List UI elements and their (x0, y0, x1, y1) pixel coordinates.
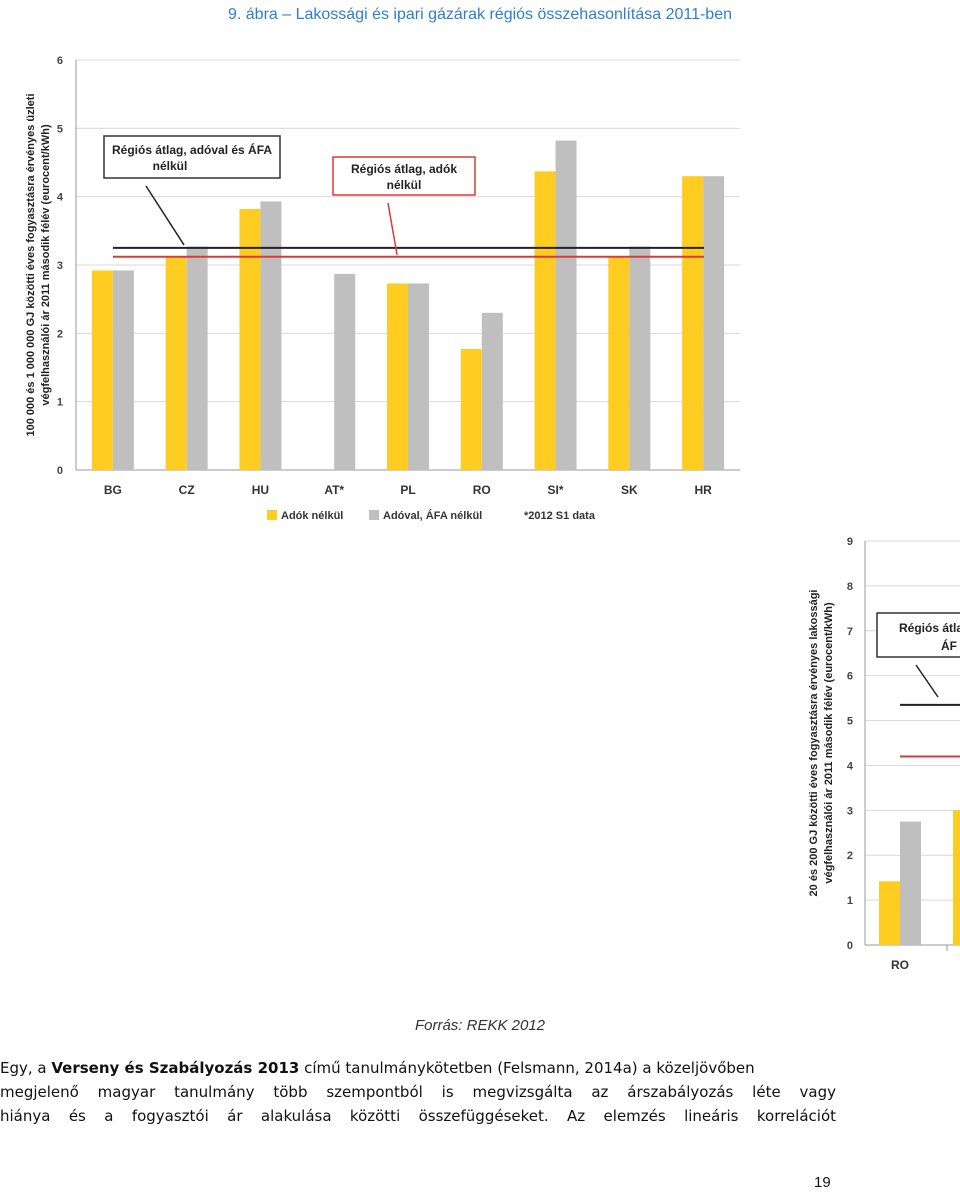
bar-HU-no-tax (239, 208, 261, 470)
paragraph-text: című tanulmánykötetben (Felsmann, 2014a)… (299, 1059, 755, 1077)
y-axis-label-line: végfelhasználói ár 2011 második félév (e… (40, 124, 52, 406)
x-tick-label: SI* (548, 483, 564, 497)
chart-household-gas-prices: 0 1 2 3 4 5 6 7 8 9 20 és 200 GJ közötti éves fogy… (795, 525, 960, 995)
bar-SK-no-tax (608, 256, 630, 470)
y-tick-label: 5 (57, 123, 63, 135)
y-tick-label: 4 (57, 192, 64, 204)
y-axis-label: 20 és 200 GJ közötti éves fogyasztásra é… (808, 590, 835, 897)
y-tick-label: 0 (847, 940, 853, 952)
y-tick-label: 3 (847, 805, 853, 817)
x-tick-label: HR (694, 483, 712, 497)
y-tick-label: 1 (57, 397, 63, 409)
bar-RO-no-tax (879, 881, 900, 945)
legend-swatch (369, 510, 379, 520)
y-tick-label: 3 (57, 260, 63, 272)
y-axis-label-line: 20 és 200 GJ közötti éves fogyasztásra é… (808, 590, 820, 897)
body-paragraph: Egy, a Verseny és Szabályozás 2013 című … (0, 1056, 836, 1128)
annotation-pointer (387, 202, 398, 255)
annotation-box-no-tax (332, 156, 476, 196)
y-tick-label: 6 (57, 55, 63, 67)
paragraph-bold-title: Verseny és Szabályozás 2013 (51, 1059, 300, 1077)
annotation-box-with-tax (876, 612, 960, 658)
y-axis-label: 100 000 és 1 000 000 GJ közötti éves fog… (25, 93, 52, 436)
chart-business-gas-prices: 0 1 2 3 4 5 6 100 000 és 1 000 000 GJ közötti é… (25, 55, 740, 522)
annotation-text: Régiós átlag, adók (351, 162, 457, 176)
y-axis-label-line: végfelhasználói ár 2011 második félév (e… (823, 602, 835, 884)
bar-RO-with-tax (900, 821, 921, 945)
bar-HR-no-tax (682, 176, 704, 470)
bar-PL-no-tax (387, 283, 408, 470)
bar-CZ-with-tax (186, 246, 208, 470)
x-tick-label: SK (621, 483, 638, 497)
y-tick-label: 2 (57, 328, 63, 340)
x-tick-label: BG (104, 483, 122, 497)
y-axis-label-line: 100 000 és 1 000 000 GJ közötti éves fog… (25, 93, 37, 436)
bar-next-no-tax-partial (953, 810, 960, 945)
bar-BG-no-tax (91, 270, 113, 470)
legend-note: *2012 S1 data (524, 510, 596, 522)
annotation-text: nélkül (153, 159, 188, 173)
y-tick-label: 5 (847, 716, 853, 728)
x-tick-label: HU (252, 483, 269, 497)
annotation-box-with-tax (103, 135, 281, 179)
bar-HU-with-tax (260, 201, 282, 470)
y-tick-label: 8 (847, 581, 853, 593)
y-tick-label: 6 (847, 671, 853, 683)
legend-label: Adók nélkül (281, 510, 343, 522)
y-tick-label: 7 (847, 626, 853, 638)
paragraph-text: Egy, a (0, 1059, 52, 1077)
bar-SK-with-tax (629, 246, 651, 470)
x-tick-label: RO (473, 483, 491, 497)
paragraph-line-1: Egy, a Verseny és Szabályozás 2013 című … (0, 1056, 836, 1080)
y-tick-label: 9 (847, 536, 853, 548)
y-tick-label: 2 (847, 850, 853, 862)
x-tick-label: CZ (179, 483, 195, 497)
bar-BG-with-tax (112, 270, 134, 470)
y-tick-label: 1 (847, 895, 853, 907)
bar-RO-no-tax (460, 349, 482, 470)
bar-PL-with-tax (408, 283, 429, 470)
y-tick-label: 0 (57, 465, 63, 477)
x-tick-label: AT* (324, 483, 344, 497)
page-number: 19 (814, 1174, 831, 1191)
paragraph-line-3: hiánya és a fogyasztói ár alakulása közö… (0, 1107, 836, 1125)
x-tick-label: RO (891, 958, 909, 972)
x-tick-label: PL (400, 483, 415, 497)
figure-title: 9. ábra – Lakossági és ipari gázárak rég… (227, 6, 732, 23)
paragraph-line-2: megjelenő magyar tanulmány több szempont… (0, 1083, 836, 1101)
annotation-pointer (145, 185, 185, 246)
bar-CZ-no-tax (165, 256, 187, 470)
bar-RO-with-tax (481, 312, 503, 470)
bar-HR-with-tax (703, 176, 725, 470)
legend-swatch (267, 510, 277, 520)
legend-label: Adóval, ÁFA nélkül (383, 509, 482, 522)
annotation-text: ÁF (941, 638, 957, 653)
figure-source: Forrás: REKK 2012 (414, 1017, 546, 1034)
annotation-text: Régiós átla (899, 621, 960, 635)
bar-SI-with-tax (555, 140, 577, 470)
bar-SI-no-tax (534, 171, 556, 470)
annotation-text: nélkül (387, 178, 422, 192)
bar-AT-with-tax (334, 273, 356, 470)
y-tick-label: 4 (847, 760, 854, 772)
annotation-text: Régiós átlag, adóval és ÁFA (112, 142, 272, 157)
annotation-pointer (915, 664, 939, 698)
